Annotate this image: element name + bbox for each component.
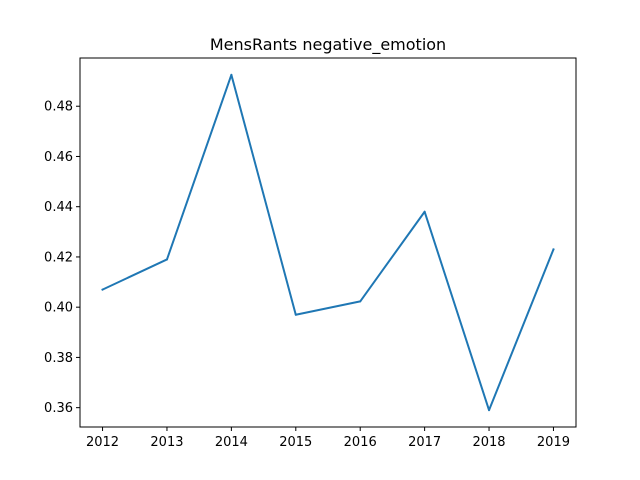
x-tick-label: 2013 [150,435,183,450]
x-tick-label: 2012 [86,435,119,450]
data-point [294,313,297,316]
data-point [552,248,555,251]
y-tick-label: 0.46 [44,150,73,165]
data-point [165,258,168,261]
data-point [230,73,233,76]
x-tick-label: 2018 [472,435,505,450]
data-point [359,300,362,303]
y-tick-label: 0.40 [44,301,73,316]
plot-frame [79,57,577,428]
x-tick-label: 2016 [344,435,377,450]
y-tick-label: 0.48 [44,100,73,115]
data-point [423,210,426,213]
series-line [101,73,555,412]
y-axis: 0.36 0.38 0.40 0.42 0.44 0.46 0.48 [44,100,80,416]
x-tick-label: 2019 [537,435,570,450]
data-point [488,409,491,412]
series-layer [101,73,555,412]
plot-area [80,58,576,427]
x-tick-label: 2015 [279,435,312,450]
data-point [101,288,104,291]
y-tick-label: 0.38 [44,351,73,366]
x-tick-label: 2017 [408,435,441,450]
chart-title: MensRants negative_emotion [210,35,446,55]
y-tick-label: 0.44 [44,200,73,215]
x-tick-label: 2014 [215,435,248,450]
x-axis: 2012 2013 2014 2015 2016 2017 2018 2019 [86,427,570,450]
y-tick-label: 0.36 [44,401,73,416]
y-tick-label: 0.42 [44,250,73,265]
